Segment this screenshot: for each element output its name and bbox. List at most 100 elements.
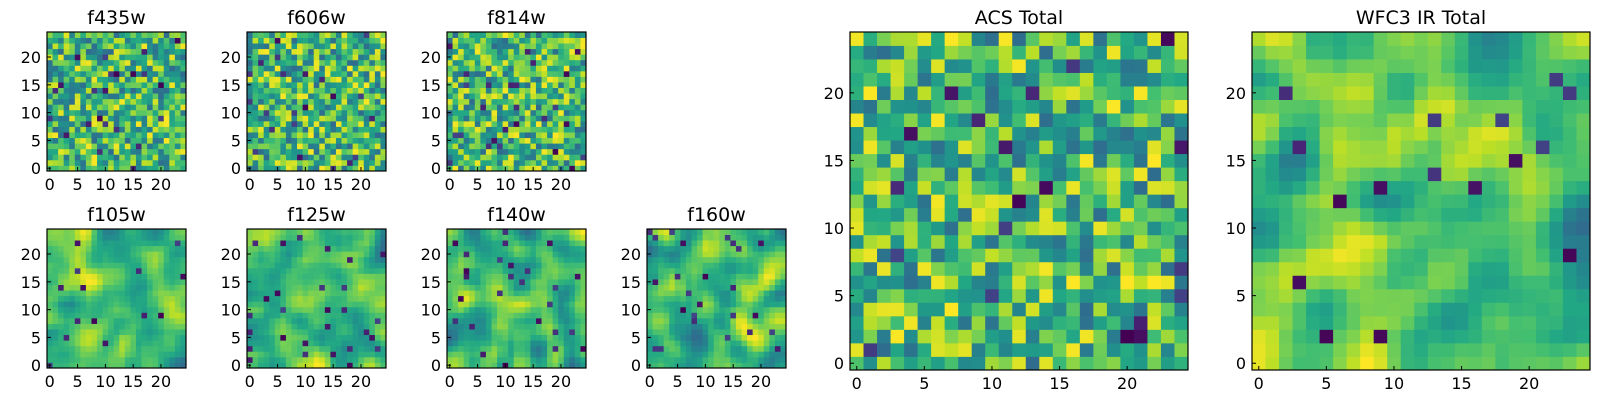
heatmap-cell xyxy=(780,295,787,302)
heatmap-cell xyxy=(508,301,515,308)
heatmap-cell xyxy=(530,262,537,269)
heatmap-cell xyxy=(674,267,681,274)
heatmap-cell xyxy=(741,356,748,363)
heatmap-cell xyxy=(658,306,665,313)
heatmap-cell xyxy=(274,284,281,291)
heatmap-cell xyxy=(730,256,737,263)
heatmap-cell xyxy=(702,267,709,274)
heatmap-cell xyxy=(480,65,487,72)
heatmap-cell xyxy=(931,126,946,141)
heatmap-cell xyxy=(163,351,170,358)
heatmap-cell xyxy=(374,256,381,263)
heatmap-cell xyxy=(647,290,653,297)
heatmap-cell xyxy=(1025,221,1040,236)
heatmap-cell xyxy=(313,323,320,330)
heatmap-cell xyxy=(91,115,98,122)
heatmap-cell xyxy=(85,98,92,105)
heatmap-cell xyxy=(758,273,765,280)
heatmap-cell xyxy=(558,76,565,83)
heatmap-cell xyxy=(724,323,731,330)
heatmap-cell xyxy=(80,362,87,369)
heatmap-cell xyxy=(669,284,676,291)
heatmap-cell xyxy=(563,32,570,38)
heatmap-cell xyxy=(890,140,905,155)
heatmap-cell xyxy=(152,126,159,133)
heatmap-cell xyxy=(324,273,331,280)
heatmap-cell xyxy=(452,98,459,105)
heatmap-cell xyxy=(152,323,159,330)
heatmap-cell xyxy=(480,256,487,263)
heatmap-cell xyxy=(347,148,354,155)
heatmap-cell xyxy=(269,65,276,72)
heatmap-cell xyxy=(458,137,465,144)
heatmap-cell xyxy=(491,290,498,297)
heatmap-cell xyxy=(508,262,515,269)
heatmap-cell xyxy=(452,362,459,369)
heatmap-cell xyxy=(497,43,503,50)
heatmap-cell xyxy=(169,159,176,166)
heatmap-cell xyxy=(363,126,370,133)
heatmap-cell xyxy=(97,267,103,274)
x-tick-label: 15 xyxy=(723,372,743,391)
heatmap-cell xyxy=(85,251,92,258)
heatmap-cell xyxy=(735,301,742,308)
heatmap-cell xyxy=(1133,302,1148,317)
heatmap-cell xyxy=(319,290,326,297)
heatmap-cell xyxy=(374,262,381,269)
heatmap-cell xyxy=(252,240,259,247)
heatmap-cell xyxy=(669,340,676,347)
heatmap-cell xyxy=(674,334,681,341)
heatmap-cell xyxy=(944,356,959,371)
heatmap-cell xyxy=(558,234,565,241)
heatmap-cell xyxy=(369,356,376,363)
heatmap-cell xyxy=(904,234,918,249)
heatmap-cell xyxy=(463,143,470,150)
heatmap-cell xyxy=(319,301,326,308)
heatmap-cell xyxy=(1160,153,1175,168)
heatmap-cell xyxy=(102,306,109,313)
heatmap-cell xyxy=(258,87,265,94)
heatmap-cell xyxy=(102,37,109,44)
heatmap-cell xyxy=(352,104,359,111)
heatmap-cell xyxy=(680,323,687,330)
heatmap-cell xyxy=(141,245,148,252)
heatmap-cell xyxy=(102,82,109,88)
heatmap-cell xyxy=(1066,153,1081,168)
heatmap-cell xyxy=(369,284,376,291)
heatmap-cell xyxy=(85,229,92,235)
heatmap-cell xyxy=(285,82,292,88)
heatmap-cell xyxy=(347,59,354,66)
heatmap-cell xyxy=(363,290,370,297)
heatmap-cell xyxy=(97,132,103,139)
heatmap-cell xyxy=(480,234,487,241)
heatmap-cell xyxy=(519,109,526,116)
heatmap-cell xyxy=(697,362,703,369)
heatmap-cell xyxy=(47,312,53,319)
heatmap-cell xyxy=(452,159,459,166)
heatmap-cell xyxy=(558,70,565,77)
heatmap-cell xyxy=(285,37,292,44)
heatmap-cell xyxy=(580,59,587,66)
heatmap-cell xyxy=(119,143,126,150)
heatmap-cell xyxy=(1093,302,1108,317)
heatmap-cell xyxy=(480,317,487,324)
heatmap-cell xyxy=(552,279,559,285)
heatmap-cell xyxy=(752,229,759,235)
heatmap-cell xyxy=(702,273,709,280)
heatmap-cell xyxy=(541,43,548,50)
heatmap-cell xyxy=(369,148,376,155)
heatmap-cell xyxy=(971,167,986,182)
heatmap-cell xyxy=(302,82,309,88)
heatmap-cell xyxy=(747,306,754,313)
heatmap-cell xyxy=(877,207,891,222)
heatmap-cell xyxy=(97,295,103,302)
heatmap-cell xyxy=(524,317,531,324)
heatmap-cell xyxy=(63,43,70,50)
heatmap-cell xyxy=(291,317,298,324)
heatmap-cell xyxy=(108,279,115,285)
heatmap-cell xyxy=(97,70,103,77)
heatmap-cell xyxy=(685,284,692,291)
heatmap-cell xyxy=(352,109,359,116)
heatmap-cell xyxy=(74,126,81,133)
heatmap-cell xyxy=(330,306,337,313)
